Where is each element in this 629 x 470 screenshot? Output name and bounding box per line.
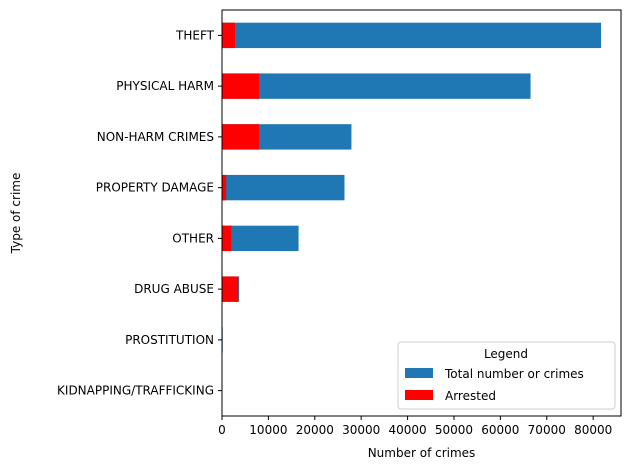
y-tick-label-physical-harm: PHYSICAL HARM	[116, 79, 214, 93]
legend-box	[397, 341, 616, 410]
y-tick-label-drug-abuse: DRUG ABUSE	[134, 282, 214, 296]
bars-layer	[222, 22, 602, 404]
x-tick-label-60000: 60000	[481, 423, 519, 437]
x-tick-label-80000: 80000	[574, 423, 612, 437]
y-tick-label-other: OTHER	[172, 231, 214, 245]
bar-total-theft	[222, 22, 602, 49]
bar-arrested-non-harm-crimes	[222, 124, 260, 150]
x-axis-ticks: 0 10000 20000 30000 40000 50000 60000 70000 8000…	[218, 416, 612, 437]
x-tick-label-30000: 30000	[342, 423, 380, 437]
y-axis-ticks: THEFT PHYSICAL HARM NON-HARM CRIMES PROPERT…	[57, 28, 222, 398]
y-tick-label-property-damage: PROPERTY DAMAGE	[96, 181, 214, 195]
x-axis-label: Number of crimes	[368, 446, 476, 460]
bar-total-physical-harm	[222, 73, 531, 99]
y-tick-label-prostitution: PROSTITUTION	[125, 333, 214, 347]
y-axis-label: Type of crime	[9, 173, 23, 255]
legend: Legend Total number or crimes Arrested	[397, 341, 616, 410]
x-tick-label-10000: 10000	[249, 423, 287, 437]
bar-arrested-drug-abuse	[222, 276, 239, 302]
legend-label-total: Total number or crimes	[444, 367, 584, 381]
legend-label-arrested: Arrested	[445, 389, 496, 403]
bar-total-property-damage	[222, 174, 345, 201]
plot-frame	[221, 9, 622, 417]
bar-arrested-physical-harm	[222, 73, 260, 99]
y-tick-label-kidnapping-trafficking: KIDNAPPING/TRAFFICKING	[57, 384, 214, 398]
legend-swatch-total	[405, 368, 433, 378]
x-tick-label-50000: 50000	[435, 423, 473, 437]
bar-arrested-theft	[222, 22, 235, 49]
y-tick-label-theft: THEFT	[175, 28, 215, 42]
x-tick-label-20000: 20000	[296, 423, 334, 437]
legend-swatch-arrested	[405, 390, 433, 400]
legend-title: Legend	[484, 347, 528, 361]
x-tick-label-40000: 40000	[388, 423, 426, 437]
bar-arrested-other	[222, 225, 232, 252]
bar-arrested-property-damage	[222, 174, 227, 201]
y-tick-label-non-harm-crimes: NON-HARM CRIMES	[97, 130, 214, 144]
x-tick-label-0: 0	[218, 423, 226, 437]
x-tick-label-70000: 70000	[528, 423, 566, 437]
bar-total-other	[222, 225, 299, 252]
